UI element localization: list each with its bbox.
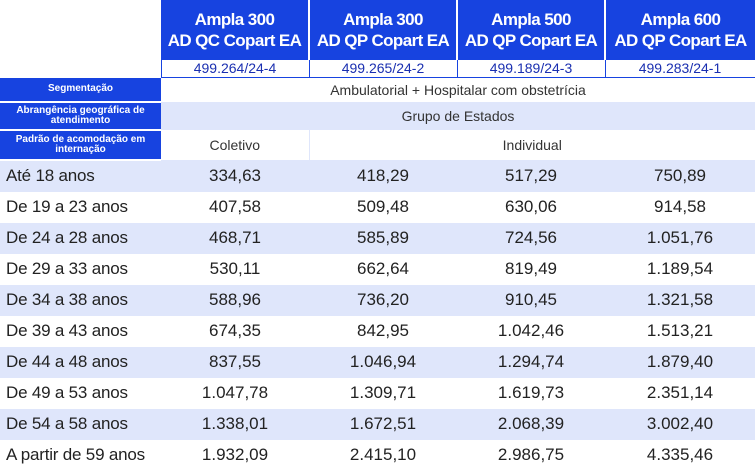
price-cell: 750,89 — [605, 159, 755, 192]
price-cell: 588,96 — [161, 284, 309, 316]
price-cell: 1.047,78 — [161, 377, 309, 409]
table-row: A partir de 59 anos 1.932,09 2.415,10 2.986… — [0, 439, 755, 471]
age-range-cell: A partir de 59 anos — [0, 439, 161, 471]
corner-blank — [0, 60, 161, 78]
price-cell: 724,56 — [457, 222, 605, 254]
price-cell: 630,06 — [457, 191, 605, 223]
plan-variant: AD QC Copart EA — [167, 31, 302, 50]
plan-name: Ampla 300 — [343, 10, 423, 29]
price-cell: 468,71 — [161, 222, 309, 254]
segmentacao-row: Segmentação Ambulatorial + Hospitalar co… — [0, 77, 755, 103]
plan-registry: 499.189/24-3 — [456, 60, 606, 78]
plan-header: Ampla 300 AD QP Copart EA — [309, 0, 458, 60]
price-cell: 842,95 — [309, 315, 457, 347]
plan-variant: AD QP Copart EA — [464, 31, 598, 50]
plan-registry: 499.283/24-1 — [604, 60, 755, 78]
age-range-cell: De 39 a 43 anos — [0, 315, 161, 347]
price-cell: 1.879,40 — [605, 346, 755, 378]
plan-name: Ampla 300 — [194, 10, 275, 29]
price-cell: 2.351,14 — [605, 377, 755, 409]
acomodacao-row: Padrão de acomodação em internação Colet… — [0, 129, 755, 161]
price-cell: 1.932,09 — [161, 439, 309, 471]
plan-name: Ampla 600 — [640, 10, 721, 29]
price-cell: 1.619,73 — [457, 377, 605, 409]
plan-name: Ampla 500 — [491, 10, 571, 29]
segmentacao-label: Segmentação — [0, 77, 161, 103]
table-row: De 19 a 23 anos 407,58 509,48 630,06 914,58 — [0, 191, 755, 223]
segmentacao-value: Ambulatorial + Hospitalar com obstetríci… — [161, 77, 755, 102]
table-row: De 24 a 28 anos 468,71 585,89 724,56 1.051,7… — [0, 222, 755, 254]
table-row: Até 18 anos 334,63 418,29 517,29 750,89 — [0, 159, 755, 192]
price-cell: 334,63 — [161, 159, 309, 192]
plan-header: Ampla 600 AD QP Copart EA — [605, 0, 755, 60]
price-cell: 1.338,01 — [161, 408, 309, 440]
table-row: De 39 a 43 anos 674,35 842,95 1.042,46 1.513… — [0, 315, 755, 347]
price-cell: 662,64 — [309, 253, 457, 285]
price-cell: 819,49 — [457, 253, 605, 285]
price-cell: 736,20 — [309, 284, 457, 316]
price-cell: 674,35 — [161, 315, 309, 347]
plan-header: Ampla 500 AD QP Copart EA — [457, 0, 606, 60]
table-row: De 29 a 33 anos 530,11 662,64 819,49 1.189,5… — [0, 253, 755, 285]
age-range-cell: De 34 a 38 anos — [0, 284, 161, 316]
registry-row: 499.264/24-4 499.265/24-2 499.189/24-3 4… — [0, 60, 755, 78]
price-rows: Até 18 anos 334,63 418,29 517,29 750,89 De 19… — [0, 159, 755, 471]
plan-registry: 499.265/24-2 — [308, 60, 458, 78]
price-cell: 3.002,40 — [605, 408, 755, 440]
plan-header: Ampla 300 AD QC Copart EA — [161, 0, 310, 60]
acomodacao-label: Padrão de acomodação em internação — [0, 129, 161, 161]
price-cell: 509,48 — [309, 191, 457, 223]
age-range-cell: De 44 a 48 anos — [0, 346, 161, 378]
price-cell: 585,89 — [309, 222, 457, 254]
price-cell: 1.294,74 — [457, 346, 605, 378]
age-range-cell: Até 18 anos — [0, 159, 161, 192]
plan-registry: 499.264/24-4 — [160, 60, 310, 78]
age-range-cell: De 19 a 23 anos — [0, 191, 161, 223]
price-cell: 1.513,21 — [605, 315, 755, 347]
price-cell: 517,29 — [457, 159, 605, 192]
table-row: De 34 a 38 anos 588,96 736,20 910,45 1.321,5… — [0, 284, 755, 316]
price-cell: 2.068,39 — [457, 408, 605, 440]
age-range-cell: De 24 a 28 anos — [0, 222, 161, 254]
acomodacao-coletivo: Coletivo — [161, 129, 310, 160]
price-cell: 530,11 — [161, 253, 309, 285]
price-cell: 407,58 — [161, 191, 309, 223]
price-cell: 837,55 — [161, 346, 309, 378]
table-row: De 54 a 58 anos 1.338,01 1.672,51 2.068,39 3… — [0, 408, 755, 440]
table-row: De 49 a 53 anos 1.047,78 1.309,71 1.619,73 2… — [0, 377, 755, 409]
price-cell: 1.042,46 — [457, 315, 605, 347]
table-row: De 44 a 48 anos 837,55 1.046,94 1.294,74 1.8… — [0, 346, 755, 378]
abrangencia-row: Abrangência geográfica de atendimento Gr… — [0, 101, 755, 131]
price-cell: 1.046,94 — [309, 346, 457, 378]
price-cell: 1.051,76 — [605, 222, 755, 254]
price-cell: 1.309,71 — [309, 377, 457, 409]
abrangencia-label: Abrangência geográfica de atendimento — [0, 101, 161, 131]
plan-header-row: Ampla 300 AD QC Copart EA Ampla 300 AD QP … — [0, 0, 755, 60]
age-range-cell: De 54 a 58 anos — [0, 408, 161, 440]
abrangencia-value: Grupo de Estados — [161, 101, 755, 130]
age-range-cell: De 29 a 33 anos — [0, 253, 161, 285]
price-cell: 2.986,75 — [457, 439, 605, 471]
price-cell: 2.415,10 — [309, 439, 457, 471]
price-cell: 418,29 — [309, 159, 457, 192]
corner-blank — [0, 0, 161, 60]
acomodacao-individual: Individual — [309, 129, 755, 160]
price-cell: 1.321,58 — [605, 284, 755, 316]
age-range-cell: De 49 a 53 anos — [0, 377, 161, 409]
price-cell: 1.672,51 — [309, 408, 457, 440]
plan-variant: AD QP Copart EA — [316, 31, 450, 50]
price-cell: 4.335,46 — [605, 439, 755, 471]
price-cell: 914,58 — [605, 191, 755, 223]
price-cell: 910,45 — [457, 284, 605, 316]
plan-variant: AD QP Copart EA — [614, 31, 747, 50]
price-cell: 1.189,54 — [605, 253, 755, 285]
